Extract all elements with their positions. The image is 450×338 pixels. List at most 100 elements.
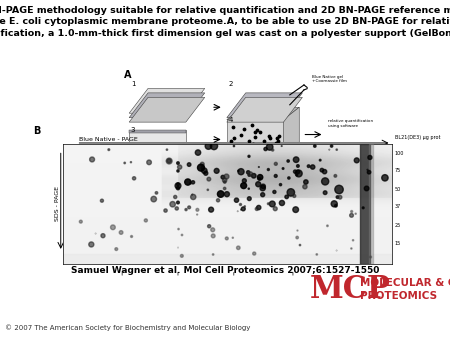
Point — [230, 135, 237, 141]
Point — [112, 246, 120, 252]
Point — [207, 207, 215, 212]
Point — [297, 242, 304, 248]
Point — [252, 129, 259, 135]
Point — [332, 203, 339, 209]
Point — [272, 206, 279, 212]
Point — [237, 202, 244, 207]
Point — [153, 190, 160, 196]
Point — [99, 233, 107, 238]
Point — [294, 163, 302, 169]
Point — [292, 169, 299, 174]
Point — [174, 160, 181, 166]
Text: Blue Native gel
+Coomassie film: Blue Native gel +Coomassie film — [312, 75, 347, 83]
Point — [363, 186, 370, 191]
Point — [334, 194, 341, 200]
Point — [272, 161, 279, 167]
Point — [272, 173, 279, 179]
Point — [267, 135, 274, 140]
Text: relative quantification
using software: relative quantification using software — [328, 120, 373, 128]
Point — [169, 201, 176, 207]
Point — [255, 182, 262, 187]
Point — [360, 205, 367, 211]
Y-axis label: SDS - PAGE: SDS - PAGE — [55, 186, 60, 221]
Bar — [63, 254, 392, 264]
Point — [331, 201, 338, 207]
Point — [206, 223, 213, 229]
Point — [265, 201, 272, 207]
Point — [260, 184, 267, 189]
Bar — [369, 144, 373, 264]
Point — [367, 254, 374, 260]
Point — [205, 143, 212, 149]
Point — [366, 155, 373, 160]
Point — [230, 143, 238, 149]
Point — [240, 183, 248, 188]
Polygon shape — [227, 97, 302, 122]
Point — [109, 224, 117, 230]
Point — [198, 162, 206, 167]
Point — [127, 160, 135, 165]
Point — [251, 251, 258, 256]
Point — [295, 171, 302, 176]
Point — [238, 169, 245, 174]
Point — [184, 179, 191, 185]
Point — [241, 126, 248, 132]
Point — [256, 176, 263, 182]
Polygon shape — [129, 97, 205, 122]
Point — [332, 173, 339, 178]
Point — [194, 212, 201, 217]
Point — [185, 162, 193, 167]
Point — [221, 186, 228, 191]
Point — [246, 196, 253, 201]
Point — [175, 226, 182, 232]
Point — [198, 165, 205, 170]
Point — [89, 157, 96, 162]
Point — [305, 164, 312, 169]
Polygon shape — [129, 89, 205, 113]
Point — [335, 187, 342, 192]
Point — [221, 179, 228, 185]
Point — [324, 223, 331, 228]
Point — [246, 172, 253, 178]
Point — [348, 246, 355, 251]
Point — [348, 209, 355, 214]
Point — [278, 143, 285, 149]
Point — [217, 191, 224, 197]
Point — [293, 235, 301, 240]
Point — [174, 183, 181, 188]
Point — [250, 173, 257, 178]
Point — [88, 242, 95, 247]
Point — [150, 196, 158, 202]
Point — [237, 207, 244, 212]
FancyBboxPatch shape — [129, 129, 186, 154]
Point — [309, 164, 316, 170]
Point — [187, 180, 194, 186]
Point — [98, 198, 105, 203]
Text: 2D BN-PAGE methodology suitable for relative quantification and 2D BN-PAGE refer: 2D BN-PAGE methodology suitable for rela… — [0, 6, 450, 38]
Point — [235, 168, 242, 173]
Point — [333, 248, 340, 253]
Point — [142, 218, 149, 223]
Point — [245, 186, 252, 191]
Text: © 2007 The American Society for Biochemistry and Molecular Biology: © 2007 The American Society for Biochemi… — [5, 325, 250, 331]
Point — [174, 200, 181, 205]
Point — [241, 204, 248, 209]
Point — [248, 122, 256, 127]
Point — [287, 190, 294, 195]
Point — [337, 195, 344, 200]
Point — [353, 158, 360, 163]
Point — [245, 170, 252, 175]
Point — [175, 245, 182, 250]
Point — [223, 236, 230, 241]
Point — [266, 133, 273, 138]
Point — [145, 160, 153, 165]
Point — [279, 200, 286, 206]
Text: 37: 37 — [395, 203, 401, 209]
Text: A: A — [124, 70, 132, 80]
Point — [252, 135, 259, 140]
Point — [199, 165, 207, 171]
Text: 100: 100 — [395, 151, 404, 156]
Point — [245, 154, 252, 159]
Point — [166, 158, 173, 164]
Point — [215, 198, 222, 203]
